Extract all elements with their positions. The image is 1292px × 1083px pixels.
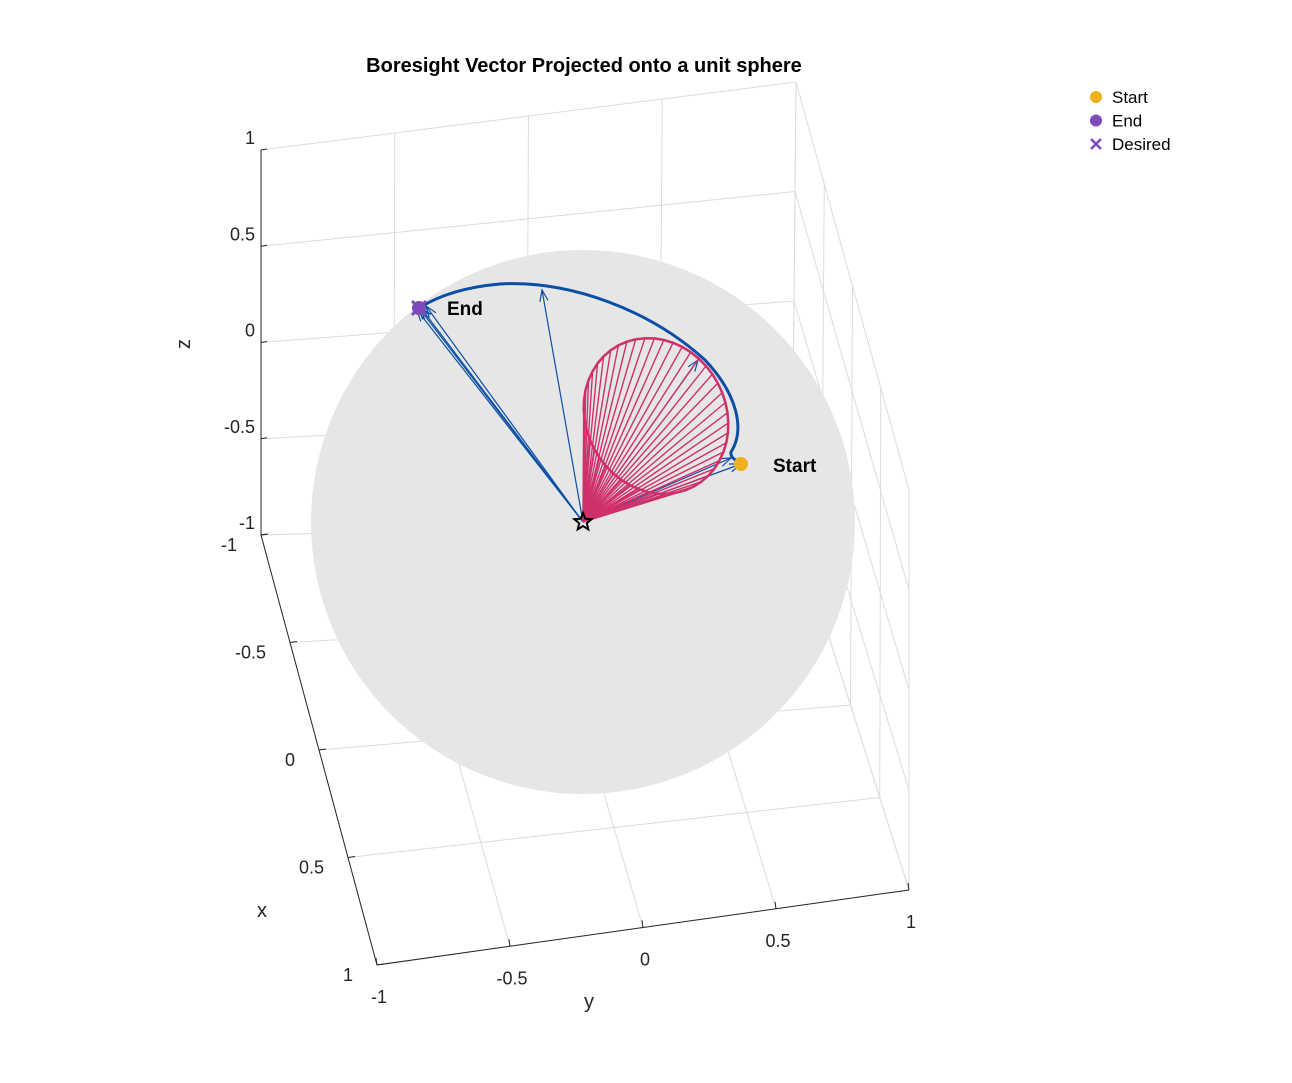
chart-title: Boresight Vector Projected onto a unit s… (366, 55, 802, 77)
z-tick-label: -0.5 (224, 417, 255, 437)
origin-star-marker (571, 510, 595, 532)
boresight-vector (425, 305, 584, 523)
y-tick-label: -1 (371, 987, 387, 1007)
tick-marks (260, 148, 910, 966)
cone-line (582, 365, 707, 523)
grid-line (260, 191, 796, 247)
start-annotation: Start (773, 456, 817, 477)
y-axis-label: y (584, 991, 594, 1013)
y-tick (375, 957, 378, 966)
x-tick-label: -0.5 (235, 643, 266, 663)
cone-line (582, 422, 729, 523)
grid-line (260, 81, 797, 151)
boresight-vector (541, 289, 584, 523)
y-tick (774, 901, 777, 909)
cone-rim (582, 336, 730, 496)
start-marker (734, 457, 748, 471)
cone-line (582, 488, 640, 523)
z-tick-label: 0 (245, 321, 255, 341)
x-tick (289, 641, 298, 643)
cone-line (582, 491, 649, 523)
legend: Start End Desired (1090, 88, 1171, 154)
x-axis-label: x (257, 900, 267, 922)
z-tick-label: -1 (239, 513, 255, 533)
x-tick-label: 0 (285, 750, 295, 770)
x-tick-label: -1 (221, 535, 237, 555)
desired-marker (410, 299, 428, 317)
y-tick (907, 882, 910, 891)
y-tick (508, 939, 511, 947)
cone-line (582, 373, 713, 523)
legend-label-start: Start (1112, 88, 1148, 107)
cone-line (582, 356, 605, 523)
legend-marker-end (1090, 114, 1102, 127)
z-tick-label: 0.5 (230, 224, 255, 244)
cone-line (582, 401, 726, 523)
end-annotation: End (447, 299, 483, 320)
legend-label-end: End (1112, 112, 1142, 131)
grid-line (794, 191, 910, 591)
cone-line (582, 358, 700, 523)
x-tick (376, 963, 385, 966)
cone-line (582, 392, 723, 523)
grid-line (347, 797, 880, 858)
cone-line (582, 371, 594, 523)
vector-arrowhead (539, 288, 549, 302)
legend-marker-start (1090, 91, 1102, 103)
x-tick (347, 856, 356, 858)
z-tick-label: 1 (245, 128, 255, 148)
cone-line (582, 338, 656, 523)
trajectory-path (418, 282, 742, 466)
cone-line (582, 337, 646, 523)
z-tick (260, 533, 268, 536)
x-tick-label: 1 (343, 965, 353, 985)
z-tick (260, 148, 268, 151)
y-tick-label: 0.5 (765, 931, 790, 951)
y-tick-label: -0.5 (496, 968, 527, 988)
legend-marker-desired (1090, 138, 1102, 150)
cone-line (582, 351, 692, 523)
grid-line (879, 387, 882, 798)
cone-line (582, 345, 620, 523)
cone-line (582, 492, 658, 523)
z-tick (260, 437, 268, 440)
y-tick (641, 920, 644, 928)
legend-label-desired: Desired (1112, 135, 1171, 154)
z-tick (260, 341, 268, 343)
x-tick-label: 0.5 (299, 858, 324, 878)
cone-line (582, 341, 628, 523)
cone-line (582, 350, 612, 523)
cone-line (582, 339, 665, 523)
cone-line (582, 451, 724, 523)
y-tick-label: 0 (640, 950, 650, 970)
vector-arrowhead (718, 457, 733, 467)
markers (410, 299, 748, 532)
cone-line (582, 342, 674, 523)
cone-line (582, 346, 683, 523)
z-axis-label: z (173, 339, 195, 349)
y-tick-label: 1 (906, 912, 916, 932)
boresight-vector (416, 309, 584, 523)
z-tick (260, 244, 268, 247)
cone-line (582, 382, 719, 523)
cone-line (582, 484, 631, 523)
x-tick (318, 748, 327, 751)
cone-line (582, 339, 637, 523)
boresight-cone (582, 336, 730, 523)
grid-line (795, 81, 910, 491)
